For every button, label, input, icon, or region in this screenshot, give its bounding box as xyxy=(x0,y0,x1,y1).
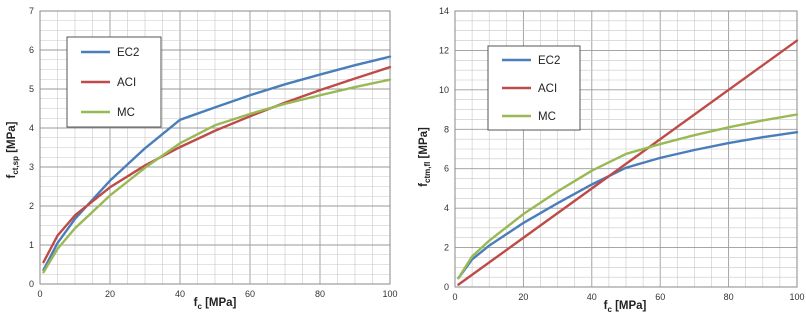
y-tick-label: 4 xyxy=(444,203,449,213)
y-tick-label: 1 xyxy=(29,240,34,250)
y-tick-label: 5 xyxy=(29,84,34,94)
series-line-aci xyxy=(457,39,799,286)
x-tick-label: 80 xyxy=(315,289,325,299)
x-axis-label: fc [MPa] xyxy=(194,297,237,311)
x-axis-label: fc [MPa] xyxy=(604,300,647,314)
y-tick-label: 12 xyxy=(439,45,449,55)
series-line-mc xyxy=(457,113,799,280)
series-line-aci xyxy=(42,65,392,264)
legend-label-aci: ACI xyxy=(117,77,136,89)
y-tick-label: 0 xyxy=(444,282,449,292)
y-tick-label: 14 xyxy=(439,6,449,16)
y-axis-label: fctm,fl [MPa] xyxy=(418,127,432,187)
x-tick-label: 60 xyxy=(245,289,255,299)
x-tick-label: 40 xyxy=(175,289,185,299)
y-tick-label: 2 xyxy=(29,201,34,211)
y-tick-label: 4 xyxy=(29,123,34,133)
x-tick-label: 0 xyxy=(452,292,457,302)
x-tick-label: 100 xyxy=(382,289,397,299)
legend-label-aci: ACI xyxy=(538,83,557,95)
y-axis-label: fct,sp [MPa] xyxy=(6,121,20,178)
chart-1: 0 20 40 60 80 100 0 1 2 3 4 5 6 7 EC2 ACI MC fc [MPa] fct,… xyxy=(6,6,398,311)
legend-label-mc: MC xyxy=(117,107,135,119)
legend-label-ec2: EC2 xyxy=(117,47,139,59)
x-tick-label: 20 xyxy=(105,289,115,299)
x-tick-label: 40 xyxy=(587,292,597,302)
x-tick-label: 0 xyxy=(37,289,42,299)
y-tick-label: 6 xyxy=(444,164,449,174)
chart-2: 0 20 40 60 80 100 0 2 4 6 8 10 12 14 EC2 ACI MC fc [MPa] f… xyxy=(418,6,805,314)
y-tick-label: 3 xyxy=(29,162,34,172)
y-tick-label: 6 xyxy=(29,45,34,55)
plot-border xyxy=(39,10,391,285)
legend-label-ec2: EC2 xyxy=(538,55,560,67)
x-tick-label: 80 xyxy=(724,292,734,302)
y-tick-label: 0 xyxy=(29,279,34,289)
x-tick-label: 60 xyxy=(655,292,665,302)
legend-box xyxy=(487,45,581,131)
series-line-ec2 xyxy=(42,55,392,272)
y-tick-label: 7 xyxy=(29,6,34,16)
y-tick-label: 10 xyxy=(439,85,449,95)
y-tick-label: 8 xyxy=(444,124,449,134)
x-tick-label: 100 xyxy=(789,292,804,302)
legend-label-mc: MC xyxy=(538,111,556,123)
plot-border xyxy=(454,10,798,288)
y-tick-label: 2 xyxy=(444,243,449,253)
legend: EC2 ACI MC xyxy=(66,36,162,128)
x-tick-label: 20 xyxy=(518,292,528,302)
series-line-mc xyxy=(42,78,392,274)
legend: EC2 ACI MC xyxy=(487,45,581,131)
